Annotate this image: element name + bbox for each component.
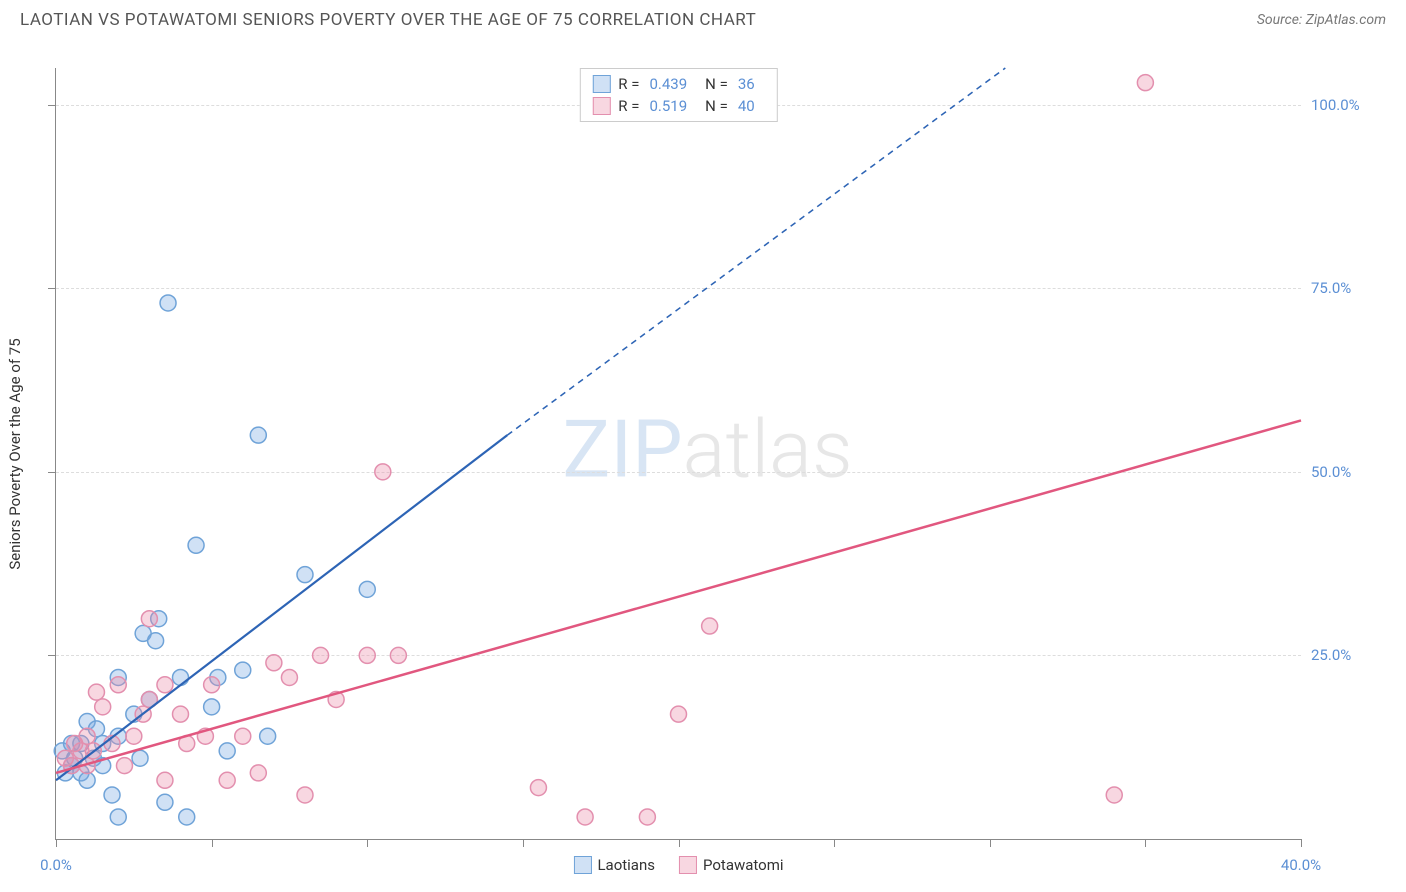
data-point	[235, 662, 251, 678]
data-point	[577, 809, 593, 825]
r-value-potawatomi: 0.519	[649, 97, 687, 115]
r-label: R =	[618, 97, 639, 115]
data-point	[173, 706, 189, 722]
data-point	[219, 772, 235, 788]
data-point	[79, 772, 95, 788]
data-point	[204, 677, 220, 693]
n-label: N =	[705, 97, 728, 115]
data-point	[260, 728, 276, 744]
data-point	[88, 684, 104, 700]
data-point	[173, 669, 189, 685]
data-point	[530, 780, 546, 796]
n-label: N =	[705, 75, 728, 93]
data-point	[104, 787, 120, 803]
source-label: Source: ZipAtlas.com	[1257, 12, 1386, 28]
data-point	[671, 706, 687, 722]
legend-item-laotians: Laotians	[573, 856, 655, 874]
r-label: R =	[618, 75, 639, 93]
trend-line-extrapolated	[507, 68, 1005, 435]
data-point	[297, 567, 313, 583]
data-point	[116, 758, 132, 774]
legend-label-potawatomi: Potawatomi	[703, 856, 784, 874]
data-point	[157, 677, 173, 693]
data-point	[375, 464, 391, 480]
swatch-laotians	[592, 75, 610, 93]
data-point	[1106, 787, 1122, 803]
data-point	[79, 728, 95, 744]
n-value-laotians: 36	[738, 75, 755, 93]
data-point	[359, 581, 375, 597]
legend-label-laotians: Laotians	[597, 856, 655, 874]
legend-item-potawatomi: Potawatomi	[679, 856, 784, 874]
data-point	[250, 427, 266, 443]
n-value-potawatomi: 40	[738, 97, 755, 115]
y-axis-label: Seniors Poverty Over the Age of 75	[6, 338, 24, 569]
data-point	[639, 809, 655, 825]
swatch-potawatomi	[592, 97, 610, 115]
data-point	[204, 699, 220, 715]
data-point	[297, 787, 313, 803]
data-point	[132, 750, 148, 766]
data-point	[157, 772, 173, 788]
data-point	[702, 618, 718, 634]
plot-area: ZIPatlas R = 0.439 N = 36 R = 0.519 N = …	[55, 68, 1301, 840]
data-point	[110, 809, 126, 825]
correlation-legend: R = 0.439 N = 36 R = 0.519 N = 40	[579, 68, 777, 122]
y-tick-label: 25.0%	[1311, 646, 1371, 664]
x-tick-label: 40.0%	[1281, 856, 1321, 874]
legend-row-laotians: R = 0.439 N = 36	[580, 73, 776, 95]
data-point	[390, 647, 406, 663]
data-point	[281, 669, 297, 685]
chart-container: Seniors Poverty Over the Age of 75 ZIPat…	[55, 68, 1301, 840]
data-point	[359, 647, 375, 663]
chart-header: LAOTIAN VS POTAWATOMI SENIORS POVERTY OV…	[0, 0, 1406, 38]
data-point	[160, 295, 176, 311]
data-point	[179, 809, 195, 825]
data-point	[235, 728, 251, 744]
y-tick-label: 100.0%	[1311, 96, 1371, 114]
data-point	[188, 537, 204, 553]
data-point	[157, 794, 173, 810]
data-point	[313, 647, 329, 663]
r-value-laotians: 0.439	[649, 75, 687, 93]
y-tick-label: 75.0%	[1311, 279, 1371, 297]
x-tick-label: 0.0%	[40, 856, 72, 874]
legend-row-potawatomi: R = 0.519 N = 40	[580, 95, 776, 117]
data-point	[266, 655, 282, 671]
swatch-potawatomi-icon	[679, 856, 697, 874]
data-point	[250, 765, 266, 781]
data-point	[148, 633, 164, 649]
chart-title: LAOTIAN VS POTAWATOMI SENIORS POVERTY OV…	[20, 10, 756, 30]
data-point	[219, 743, 235, 759]
series-legend: Laotians Potawatomi	[573, 856, 783, 874]
data-point	[126, 728, 142, 744]
data-point	[110, 677, 126, 693]
data-point	[95, 699, 111, 715]
data-point	[141, 611, 157, 627]
swatch-laotians-icon	[573, 856, 591, 874]
scatter-plot	[56, 68, 1301, 839]
trend-line	[56, 435, 507, 780]
data-point	[1137, 75, 1153, 91]
y-tick-label: 50.0%	[1311, 463, 1371, 481]
